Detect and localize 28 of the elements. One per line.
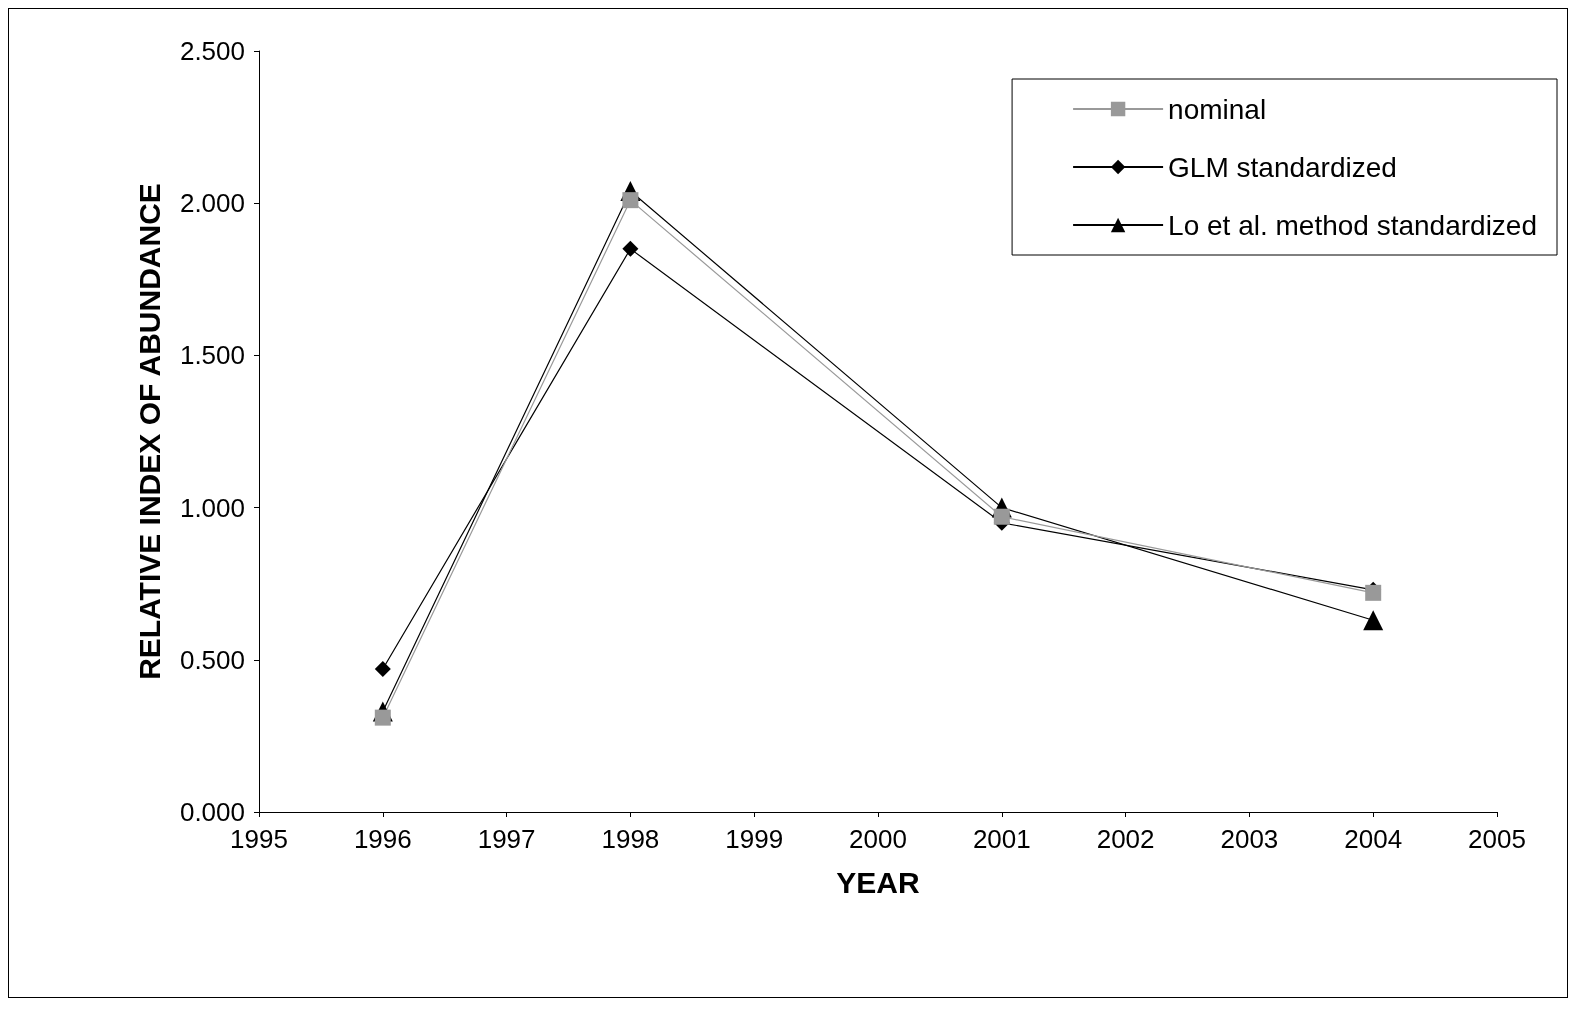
point [622,192,639,209]
x-tick-label: 2002 [1096,824,1155,854]
legend-label: nominal [1168,93,1267,125]
x-tick-label: 1998 [601,824,660,854]
point [374,660,391,677]
point [993,508,1010,525]
x-tick-label: 2000 [849,824,907,854]
y-tick-label: 0.500 [179,644,245,675]
y-tick-label: 1.500 [179,340,245,371]
x-tick-label: 1997 [477,824,536,854]
y-axis-title: RELATIVE INDEX OF ABUNDANCE [132,183,166,680]
point [374,709,391,726]
x-tick-label: 2004 [1344,824,1403,854]
x-tick-label: 2001 [972,824,1031,854]
x-tick-label: 1999 [725,824,784,854]
y-tick-label: 1.000 [179,492,245,523]
x-axis-title: YEAR [836,865,920,899]
x-tick-label: 1996 [353,824,412,854]
point [622,240,639,257]
x-tick-label: 2003 [1220,824,1279,854]
x-tick-label: 1995 [230,824,288,854]
y-tick-label: 2.500 [179,36,245,66]
legend-label: GLM standardized [1168,151,1397,183]
y-tick-label: 0.000 [179,797,245,827]
legend-label: Lo et al. method standardized [1168,209,1538,241]
point [1363,610,1384,631]
x-tick-label: 2005 [1468,824,1526,854]
y-tick-label: 2.000 [179,188,245,219]
